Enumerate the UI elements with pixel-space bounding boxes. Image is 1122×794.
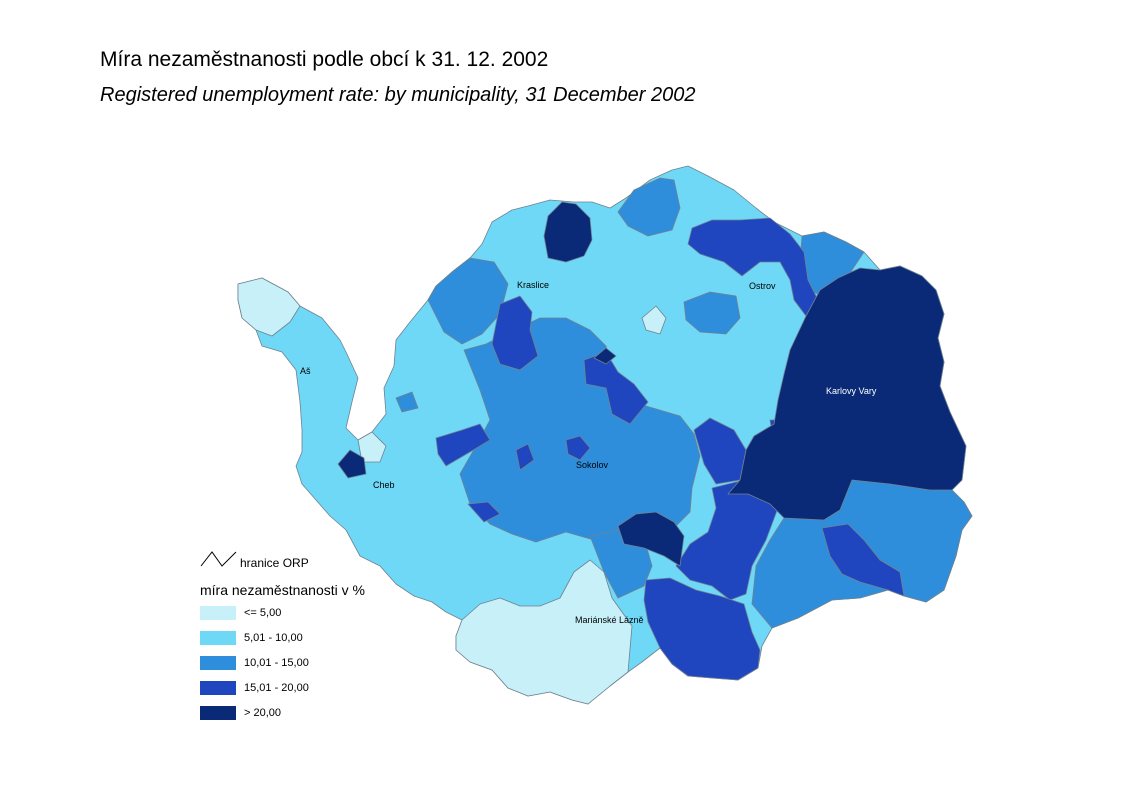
- region-class3-ostrov: [683, 291, 741, 335]
- legend-item-class3: 10,01 - 15,00: [200, 656, 400, 672]
- region-class4-small2: [515, 443, 535, 471]
- region-class5-south: [617, 511, 685, 567]
- town-label-kraslice: Kraslice: [517, 280, 550, 290]
- legend-swatch-class1: [200, 606, 236, 620]
- legend-border-entry: hranice ORP: [198, 548, 398, 572]
- region-class4-ostrov: [687, 217, 821, 317]
- border-line-icon: [200, 551, 237, 567]
- legend-label-class3: 10,01 - 15,00: [244, 657, 309, 669]
- map-title: Míra nezaměstnanosti podle obcí k 31. 12…: [100, 48, 549, 71]
- legend-label-class1: <= 5,00: [244, 607, 282, 619]
- region-class5-cheb: [337, 449, 367, 479]
- town-label-as: Aš: [300, 366, 311, 376]
- region-class3-sokolov: [459, 317, 701, 543]
- map-subtitle: Registered unemployment rate: by municip…: [100, 84, 696, 106]
- legend-item-class5: > 20,00: [200, 706, 400, 722]
- legend-swatch-class2: [200, 631, 236, 645]
- region-class1-south: [455, 559, 633, 705]
- legend-item-class2: 5,01 - 10,00: [200, 631, 400, 647]
- region-class5-center: [593, 347, 617, 365]
- region-class5-north: [543, 201, 593, 263]
- region-class4-kraslice: [491, 295, 539, 371]
- region-class1-north: [237, 277, 301, 337]
- town-label-marianske-lazne: Mariánské Lázně: [575, 615, 644, 625]
- region-class4-small1: [565, 435, 591, 461]
- region-class4-east: [821, 523, 905, 597]
- town-label-cheb: Cheb: [373, 480, 395, 490]
- town-label-sokolov: Sokolov: [576, 460, 609, 470]
- region-class1-center: [641, 305, 667, 335]
- region-class5-karlovy-vary: [727, 265, 967, 521]
- region-class3-north: [617, 177, 681, 237]
- region-class4-small3: [467, 501, 501, 523]
- legend-label-class5: > 20,00: [244, 707, 282, 719]
- legend-border-label: hranice ORP: [240, 556, 309, 570]
- legend-swatch-class4: [200, 681, 236, 695]
- region-class3-west: [427, 257, 509, 345]
- legend-swatch-class5: [200, 706, 236, 720]
- region-class3-westpatch: [395, 391, 419, 413]
- town-label-ostrov: Ostrov: [749, 281, 776, 291]
- legend-label-class4: 15,01 - 20,00: [244, 682, 309, 694]
- legend-item-class1: <= 5,00: [200, 606, 400, 622]
- town-label-karlovy-vary: Karlovy Vary: [826, 386, 877, 396]
- legend-heading: míra nezaměstnanosti v %: [200, 582, 365, 598]
- region-class4-west: [435, 423, 491, 467]
- region-class4-southwest: [643, 577, 761, 681]
- region-class4-center: [583, 351, 649, 425]
- legend-label-class2: 5,01 - 10,00: [244, 632, 303, 644]
- legend-swatch-class3: [200, 656, 236, 670]
- legend-item-class4: 15,01 - 20,00: [200, 681, 400, 697]
